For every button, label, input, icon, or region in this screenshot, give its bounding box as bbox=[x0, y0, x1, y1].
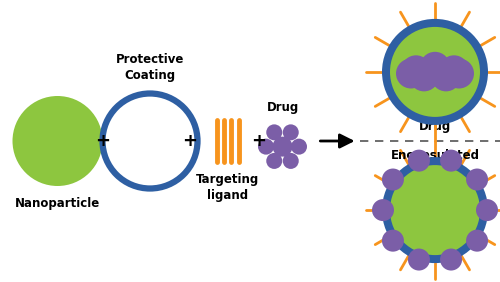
Ellipse shape bbox=[12, 96, 102, 186]
Ellipse shape bbox=[291, 139, 307, 155]
Ellipse shape bbox=[401, 55, 431, 85]
Ellipse shape bbox=[409, 61, 439, 91]
Ellipse shape bbox=[266, 153, 282, 169]
Text: +: + bbox=[95, 132, 110, 150]
Text: +: + bbox=[252, 132, 266, 150]
Ellipse shape bbox=[408, 150, 430, 172]
Ellipse shape bbox=[396, 58, 426, 89]
Ellipse shape bbox=[390, 27, 480, 117]
Ellipse shape bbox=[390, 165, 480, 255]
Text: Encapsulated
Drug: Encapsulated Drug bbox=[390, 149, 480, 179]
Ellipse shape bbox=[408, 248, 430, 270]
Text: +: + bbox=[182, 132, 198, 150]
Ellipse shape bbox=[382, 169, 404, 191]
Ellipse shape bbox=[102, 94, 198, 188]
Ellipse shape bbox=[440, 150, 462, 172]
Ellipse shape bbox=[466, 230, 488, 252]
Text: Protective
Coating: Protective Coating bbox=[116, 53, 184, 82]
Text: Drug: Drug bbox=[266, 101, 298, 114]
Ellipse shape bbox=[382, 157, 488, 263]
Ellipse shape bbox=[382, 19, 488, 125]
Ellipse shape bbox=[282, 153, 298, 169]
Ellipse shape bbox=[440, 248, 462, 270]
Ellipse shape bbox=[466, 169, 488, 191]
Ellipse shape bbox=[431, 61, 461, 91]
Ellipse shape bbox=[282, 124, 298, 140]
Text: Nanoparticle: Nanoparticle bbox=[15, 197, 100, 210]
Ellipse shape bbox=[266, 124, 282, 140]
Ellipse shape bbox=[420, 52, 450, 82]
Ellipse shape bbox=[272, 137, 292, 157]
Ellipse shape bbox=[444, 58, 474, 89]
Ellipse shape bbox=[372, 199, 394, 221]
Ellipse shape bbox=[258, 139, 274, 155]
Text: Targeting
ligand: Targeting ligand bbox=[196, 173, 259, 202]
Text: Attached
Drug: Attached Drug bbox=[405, 103, 465, 133]
Ellipse shape bbox=[476, 199, 498, 221]
Ellipse shape bbox=[439, 55, 469, 85]
Ellipse shape bbox=[382, 230, 404, 252]
